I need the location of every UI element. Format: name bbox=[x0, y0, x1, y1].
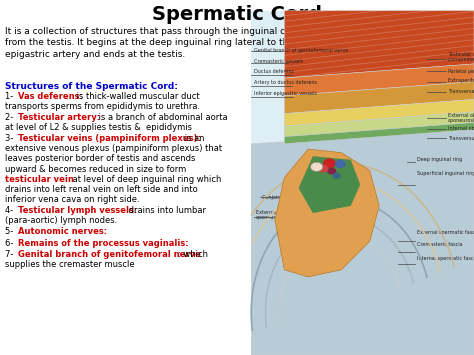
Text: at level of deep inguinal ring which: at level of deep inguinal ring which bbox=[70, 175, 221, 184]
Text: Testicular lymph vessels:: Testicular lymph vessels: bbox=[18, 206, 137, 215]
Text: 6-: 6- bbox=[5, 239, 16, 247]
Text: at level of L2 & supplies testis &  epididymis: at level of L2 & supplies testis & epidi… bbox=[5, 123, 192, 132]
Text: Internal oblique muscle: Internal oblique muscle bbox=[448, 126, 474, 131]
Text: upward & becomes reduced in size to form: upward & becomes reduced in size to form bbox=[5, 164, 186, 174]
Polygon shape bbox=[251, 130, 474, 355]
Text: 4-: 4- bbox=[5, 206, 16, 215]
Text: 7-: 7- bbox=[5, 250, 16, 259]
Text: Conjoint tendon: Conjoint tendon bbox=[262, 195, 301, 200]
Polygon shape bbox=[284, 64, 474, 96]
Circle shape bbox=[336, 160, 345, 168]
Circle shape bbox=[328, 168, 336, 174]
Text: Artery to ductus deferens: Artery to ductus deferens bbox=[254, 80, 317, 85]
Text: (para-aortic) lymph nodes.: (para-aortic) lymph nodes. bbox=[5, 216, 117, 225]
Text: is an: is an bbox=[182, 134, 205, 143]
Text: Remains of the processus vaginalis:: Remains of the processus vaginalis: bbox=[18, 239, 188, 247]
Text: Deep inguinal ring: Deep inguinal ring bbox=[417, 157, 462, 162]
Polygon shape bbox=[284, 82, 474, 114]
Bar bbox=[251, 11, 474, 355]
Text: drains into lumbar: drains into lumbar bbox=[126, 206, 206, 215]
Text: leaves posterior border of testis and ascends: leaves posterior border of testis and as… bbox=[5, 154, 195, 163]
Circle shape bbox=[319, 165, 328, 172]
Text: Spermatic Cord: Spermatic Cord bbox=[152, 5, 322, 24]
Text: supplies the cremaster muscle: supplies the cremaster muscle bbox=[5, 260, 134, 269]
Text: Ductus deferens: Ductus deferens bbox=[254, 69, 294, 74]
Text: : which: : which bbox=[178, 250, 208, 259]
Circle shape bbox=[310, 162, 323, 171]
Text: 2-: 2- bbox=[5, 113, 16, 122]
Text: External spermatic fascia: External spermatic fascia bbox=[417, 230, 474, 235]
Text: Cremasteric fascia: Cremasteric fascia bbox=[417, 242, 463, 247]
Circle shape bbox=[324, 159, 335, 168]
Text: Testicular artery:: Testicular artery: bbox=[18, 113, 100, 122]
Text: Transversus abdominis muscle: Transversus abdominis muscle bbox=[448, 136, 474, 141]
Text: Autonomic nerves:: Autonomic nerves: bbox=[18, 227, 107, 236]
Text: It is a collection of structures that pass through the inguinal canal to and
fro: It is a collection of structures that pa… bbox=[5, 27, 336, 59]
Text: extensive venous plexus (pampiniform plexus) that: extensive venous plexus (pampiniform ple… bbox=[5, 144, 222, 153]
Text: 1-: 1- bbox=[5, 92, 16, 100]
Polygon shape bbox=[284, 11, 474, 78]
Text: testicular vein: testicular vein bbox=[5, 175, 73, 184]
Text: Inferior epigastric vessels: Inferior epigastric vessels bbox=[254, 91, 317, 95]
Text: Parietal peritoneum: Parietal peritoneum bbox=[448, 69, 474, 73]
Text: transports sperms from epididymis to urethra.: transports sperms from epididymis to ure… bbox=[5, 102, 200, 111]
Text: External oblique
aponeurosis: External oblique aponeurosis bbox=[256, 209, 296, 220]
Text: 3-: 3- bbox=[5, 134, 16, 143]
Polygon shape bbox=[284, 112, 474, 137]
Text: Transversalis fascia: Transversalis fascia bbox=[448, 89, 474, 94]
Text: Internal spermatic fascia: Internal spermatic fascia bbox=[417, 256, 474, 261]
Text: is a branch of abdominal aorta: is a branch of abdominal aorta bbox=[96, 113, 228, 122]
Text: 5-: 5- bbox=[5, 227, 16, 236]
Polygon shape bbox=[275, 149, 379, 277]
Polygon shape bbox=[284, 99, 474, 126]
Polygon shape bbox=[284, 122, 474, 144]
Text: Extraperitoneal fascia: Extraperitoneal fascia bbox=[448, 78, 474, 83]
Text: External oblique
aponeurosis: External oblique aponeurosis bbox=[448, 113, 474, 123]
Text: Superficial inguinal ring: Superficial inguinal ring bbox=[417, 171, 474, 176]
Text: Cremasteric vessels: Cremasteric vessels bbox=[254, 59, 303, 64]
Text: Vas deferens:: Vas deferens: bbox=[18, 92, 82, 100]
Text: drains into left renal vein on left side and into: drains into left renal vein on left side… bbox=[5, 185, 198, 194]
Text: Structures of the Spermatic Cord:: Structures of the Spermatic Cord: bbox=[5, 82, 178, 91]
Text: Testicular artery and
pampiniform plexus of veins: Testicular artery and pampiniform plexus… bbox=[448, 51, 474, 62]
Text: is thick-walled muscular duct: is thick-walled muscular duct bbox=[74, 92, 200, 100]
Text: Testicular veins (pampiniform plexus):: Testicular veins (pampiniform plexus): bbox=[18, 134, 201, 143]
Text: Genital branch of genitofemoral nerve: Genital branch of genitofemoral nerve bbox=[254, 48, 348, 53]
Text: inferior vena cava on right side.: inferior vena cava on right side. bbox=[5, 195, 139, 204]
Text: Genital branch of genitofemoral nerve: Genital branch of genitofemoral nerve bbox=[18, 250, 201, 259]
Circle shape bbox=[333, 173, 340, 178]
Polygon shape bbox=[299, 156, 360, 213]
